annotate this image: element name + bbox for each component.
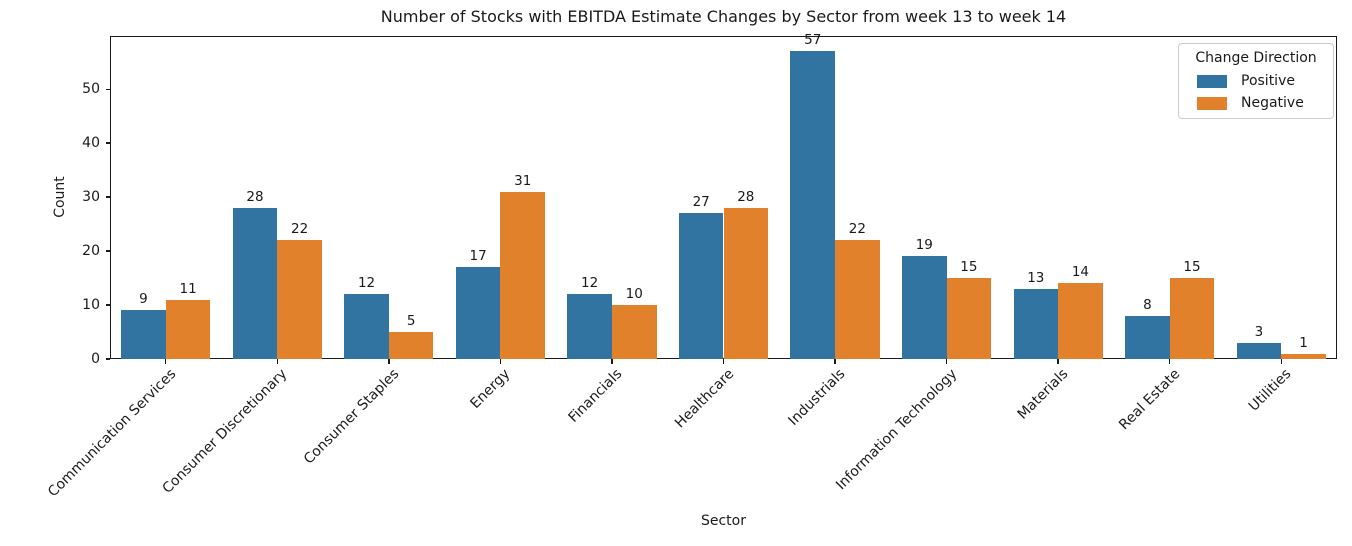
bar-value-label: 57 [804,32,822,49]
bar-value-label: 8 [1143,296,1152,313]
y-tick-label: 10 [82,297,100,314]
y-tick-label: 0 [91,351,100,367]
bar-value-label: 31 [514,172,532,189]
bar-value-label: 1 [1299,334,1308,351]
x-tick-mark [834,359,836,364]
bar-value-label: 5 [406,313,416,330]
bar-value-label: 11 [179,280,197,297]
x-tick-mark [945,359,948,364]
bar-value-label: 17 [469,248,487,265]
bar-negative [277,240,322,359]
bar-negative [1169,278,1215,359]
x-tick-mark [165,359,167,364]
bar-positive [678,213,724,359]
bar-value-label: 3 [1254,323,1264,340]
x-tick-mark [1057,359,1059,364]
x-axis-label: Sector [700,513,746,529]
x-tick-mark [611,359,613,364]
bar-positive [232,207,278,359]
bar-value-label: 9 [139,291,148,308]
bar-value-label: 12 [581,275,599,292]
x-tick-mark [722,359,725,364]
bar-value-label: 15 [960,259,978,276]
bar-negative [500,191,546,359]
bar-negative [165,299,211,359]
bar-value-label: 22 [291,221,309,238]
x-tick-mark [499,359,502,364]
bar-positive [790,51,836,359]
positive-swatch-icon [1197,75,1227,88]
bar-value-label: 14 [1071,264,1090,281]
bar-value-label: 13 [1027,269,1045,286]
y-tick-mark [105,358,110,360]
bar-value-label: 28 [246,188,264,205]
bar-value-label: 27 [692,194,710,211]
legend-entry-positive: Positive [1197,73,1325,90]
bar-negative [723,207,769,359]
y-tick-mark [105,304,110,306]
bar-value-label: 15 [1183,259,1201,276]
bar-value-label: 19 [915,237,933,254]
legend-title: Change Direction [1195,50,1317,66]
y-tick-mark [105,88,110,90]
y-tick-label: 50 [82,81,100,98]
legend-label-positive: Positive [1241,73,1295,89]
bar-positive [1125,315,1170,359]
x-tick-mark [276,359,278,364]
bar-value-label: 10 [625,286,643,303]
bar-negative [946,278,992,359]
bar-value-label: 22 [848,221,866,238]
negative-swatch-icon [1197,97,1227,110]
legend-label-negative: Negative [1241,95,1304,111]
bar-negative [835,240,880,359]
bar-positive [1013,288,1059,359]
x-tick-mark [1169,359,1171,364]
bar-positive [901,256,947,359]
legend-entry-negative: Negative [1197,95,1325,112]
x-tick-mark [1280,359,1282,364]
y-tick-label: 30 [82,189,100,206]
legend: Change Direction Positive Negative [1178,43,1334,119]
y-tick-label: 20 [82,243,100,260]
x-tick-mark [388,359,390,364]
bar-positive [344,294,389,359]
y-tick-mark [105,142,110,144]
bar-positive [1236,342,1282,359]
bar-positive [567,294,612,359]
bar-positive [455,267,501,359]
bar-positive [121,310,166,359]
y-tick-label: 40 [82,135,100,152]
y-tick-mark [105,250,110,252]
bar-negative [388,332,434,359]
chart-title: Number of Stocks with EBITDA Estimate Ch… [380,7,1067,26]
bar-value-label: 28 [737,188,755,205]
bar-value-label: 12 [357,275,376,292]
y-tick-mark [105,196,110,198]
bar-negative [611,305,657,359]
bar-negative [1058,283,1103,359]
bar-negative [1281,353,1326,359]
